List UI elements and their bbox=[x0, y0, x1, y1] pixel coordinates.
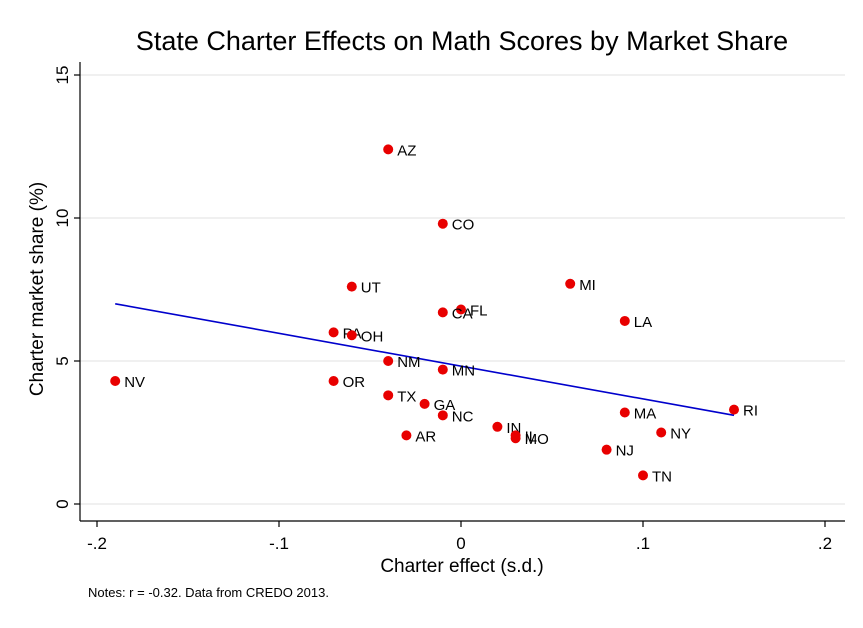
x-tick-label: -.1 bbox=[269, 534, 289, 553]
chart-title: State Charter Effects on Math Scores by … bbox=[136, 26, 788, 56]
point-label-nc: NC bbox=[452, 408, 474, 425]
data-point-ut bbox=[346, 281, 357, 292]
data-point-ca bbox=[437, 307, 448, 318]
y-axis-label: Charter market share (%) bbox=[27, 182, 48, 396]
data-point-mo bbox=[510, 433, 521, 444]
point-label-ar: AR bbox=[415, 428, 436, 445]
point-label-ri: RI bbox=[743, 403, 758, 420]
point-label-nj: NJ bbox=[616, 443, 634, 460]
data-point-nv bbox=[110, 376, 121, 387]
x-tick-label: .1 bbox=[636, 534, 650, 553]
point-label-az: AZ bbox=[397, 142, 416, 159]
x-tick-label: -.2 bbox=[87, 534, 107, 553]
point-label-fl: FL bbox=[470, 303, 488, 320]
data-point-tx bbox=[383, 390, 394, 401]
data-point-or bbox=[328, 376, 339, 387]
point-label-oh: OH bbox=[361, 328, 384, 345]
point-label-ga: GA bbox=[434, 397, 456, 414]
point-label-mi: MI bbox=[579, 277, 596, 294]
y-tick-label: 10 bbox=[53, 209, 72, 228]
data-point-ga bbox=[419, 398, 430, 409]
data-point-oh bbox=[346, 330, 357, 341]
data-point-ny bbox=[656, 427, 667, 438]
data-point-ma bbox=[619, 407, 630, 418]
point-label-nv: NV bbox=[124, 374, 145, 391]
point-label-mo: MO bbox=[525, 431, 549, 448]
data-point-mi bbox=[565, 278, 576, 289]
data-point-nm bbox=[383, 356, 394, 366]
point-label-la: LA bbox=[634, 314, 652, 331]
y-tick-label: 0 bbox=[53, 499, 72, 508]
point-label-tn: TN bbox=[652, 468, 672, 485]
x-tick-label: 0 bbox=[456, 534, 465, 553]
point-label-ca: CA bbox=[452, 305, 473, 322]
point-label-or: OR bbox=[343, 374, 366, 391]
point-label-ny: NY bbox=[670, 426, 691, 443]
point-label-tx: TX bbox=[397, 388, 416, 405]
data-point-mn bbox=[437, 364, 448, 375]
point-label-nm: NM bbox=[397, 354, 420, 371]
grid-lines bbox=[80, 74, 845, 505]
fit-line-group bbox=[115, 303, 735, 417]
axes: 0 5 10 15 -.2 -.1 0 .1 .2 bbox=[53, 62, 845, 553]
y-tick-label: 15 bbox=[53, 66, 72, 85]
data-point-in bbox=[492, 421, 503, 432]
y-tick-label: 5 bbox=[53, 356, 72, 365]
data-points: AZCOUTMIFLCALAPAOHNMMNNVORTXGARIMANCINNY… bbox=[110, 142, 758, 485]
x-tick-label: .2 bbox=[818, 534, 832, 553]
point-label-ma: MA bbox=[634, 405, 657, 422]
point-label-il: IL bbox=[525, 428, 538, 445]
point-label-mn: MN bbox=[452, 363, 475, 380]
x-axis-label: Charter effect (s.d.) bbox=[380, 556, 543, 577]
data-point-ri bbox=[729, 404, 739, 415]
data-point-tn bbox=[638, 470, 648, 481]
data-point-co bbox=[437, 218, 448, 229]
data-point-ar bbox=[401, 430, 412, 441]
data-point-fl bbox=[456, 304, 466, 315]
data-point-la bbox=[619, 315, 630, 326]
chart-note: Notes: r = -0.32. Data from CREDO 2013. bbox=[88, 585, 329, 600]
data-point-nc bbox=[437, 410, 448, 421]
point-label-ut: UT bbox=[361, 280, 381, 297]
point-label-co: CO bbox=[452, 217, 475, 234]
fit-line bbox=[115, 303, 735, 417]
data-point-az bbox=[383, 144, 394, 155]
data-point-nj bbox=[601, 444, 612, 455]
data-point-pa bbox=[328, 327, 339, 338]
